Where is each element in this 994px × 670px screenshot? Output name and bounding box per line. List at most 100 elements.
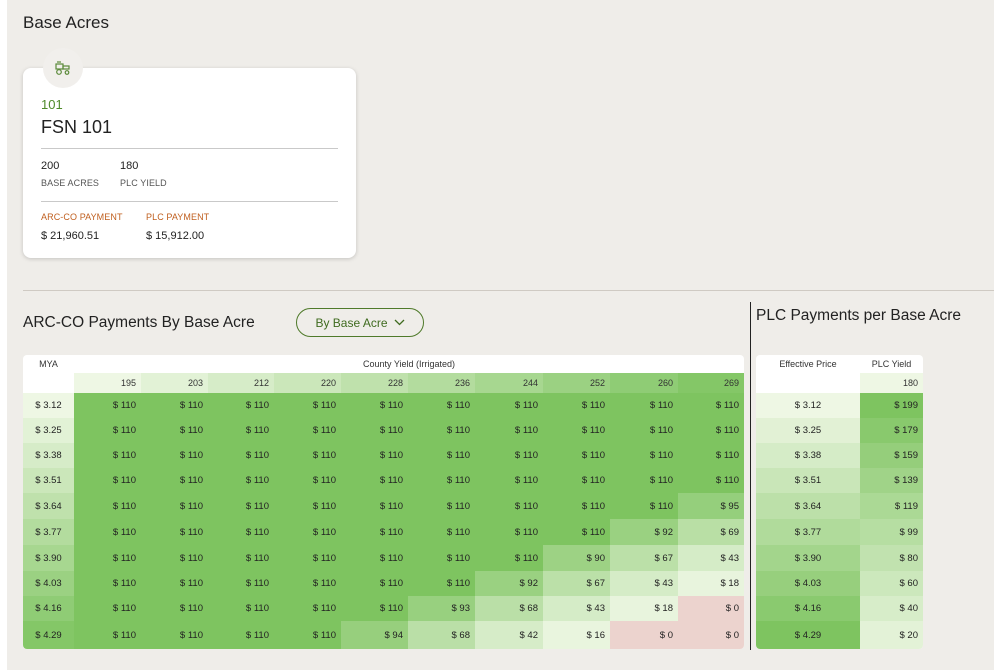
arc-payment-cell: $ 110 bbox=[341, 418, 408, 443]
card-divider bbox=[41, 148, 338, 149]
arc-payment-cell: $ 16 bbox=[543, 621, 610, 649]
arc-payment-cell: $ 110 bbox=[208, 493, 274, 519]
arc-payment-cell: $ 110 bbox=[408, 571, 475, 596]
arc-payment-value: $ 21,960.51 bbox=[41, 230, 100, 242]
effective-price-cell: $ 3.25 bbox=[756, 418, 860, 443]
arc-payment-cell: $ 67 bbox=[610, 545, 678, 571]
arc-payment-cell: $ 110 bbox=[341, 519, 408, 545]
yield-header: 228 bbox=[341, 373, 408, 393]
arc-payment-cell: $ 110 bbox=[475, 519, 543, 545]
plc-payment-cell: $ 119 bbox=[860, 493, 923, 519]
arc-payment-cell: $ 110 bbox=[475, 493, 543, 519]
mya-cell: $ 4.03 bbox=[23, 571, 74, 596]
arc-payment-cell: $ 110 bbox=[274, 418, 341, 443]
arc-payment-cell: $ 110 bbox=[341, 443, 408, 468]
arc-payment-cell: $ 110 bbox=[208, 519, 274, 545]
base-acres-title: Base Acres bbox=[23, 13, 109, 32]
yield-header: 244 bbox=[475, 373, 543, 393]
mya-cell: $ 3.51 bbox=[23, 468, 74, 493]
arc-payment-cell: $ 0 bbox=[678, 596, 744, 621]
county-yield-header: County Yield (Irrigated) bbox=[362, 359, 456, 369]
arc-payment-cell: $ 110 bbox=[141, 493, 208, 519]
yield-header: 236 bbox=[408, 373, 475, 393]
arc-payment-cell: $ 110 bbox=[141, 443, 208, 468]
arc-payment-cell: $ 92 bbox=[475, 571, 543, 596]
effective-price-header: Effective Price bbox=[779, 359, 837, 369]
arc-payment-cell: $ 110 bbox=[678, 443, 744, 468]
arc-payment-cell: $ 43 bbox=[610, 571, 678, 596]
yield-header: 220 bbox=[274, 373, 341, 393]
plc-yield-header: PLC Yield bbox=[871, 359, 912, 369]
arc-payment-cell: $ 18 bbox=[610, 596, 678, 621]
arc-payment-cell: $ 110 bbox=[341, 468, 408, 493]
yield-header: 260 bbox=[610, 373, 678, 393]
arc-payment-cell: $ 110 bbox=[74, 571, 141, 596]
mya-cell: $ 3.64 bbox=[23, 493, 74, 519]
arc-payment-cell: $ 110 bbox=[74, 393, 141, 418]
arc-payment-cell: $ 90 bbox=[543, 545, 610, 571]
arc-payment-cell: $ 110 bbox=[678, 418, 744, 443]
plc-yield-label: PLC YIELD bbox=[120, 178, 167, 188]
arc-payment-cell: $ 110 bbox=[74, 621, 141, 649]
arc-payment-cell: $ 110 bbox=[543, 443, 610, 468]
arc-payment-cell: $ 68 bbox=[475, 596, 543, 621]
arc-payment-cell: $ 110 bbox=[274, 519, 341, 545]
arc-payment-cell: $ 110 bbox=[408, 545, 475, 571]
farm-card[interactable]: 101 FSN 101 200 BASE ACRES 180 PLC YIELD… bbox=[23, 48, 356, 258]
tractor-icon bbox=[43, 48, 83, 88]
base-acre-dropdown[interactable]: By Base Acre bbox=[296, 308, 424, 337]
plc-payment-cell: $ 199 bbox=[860, 393, 923, 418]
arc-payment-cell: $ 110 bbox=[274, 443, 341, 468]
mya-header: MYA bbox=[39, 359, 58, 369]
arc-payment-cell: $ 18 bbox=[678, 571, 744, 596]
arc-payment-cell: $ 110 bbox=[141, 621, 208, 649]
effective-price-cell: $ 3.51 bbox=[756, 468, 860, 493]
arc-payment-cell: $ 110 bbox=[408, 418, 475, 443]
effective-price-cell: $ 3.64 bbox=[756, 493, 860, 519]
card-divider bbox=[41, 201, 338, 202]
arc-payment-cell: $ 110 bbox=[141, 418, 208, 443]
arc-payment-cell: $ 69 bbox=[678, 519, 744, 545]
arc-payment-cell: $ 43 bbox=[543, 596, 610, 621]
arc-payment-cell: $ 110 bbox=[543, 519, 610, 545]
vertical-divider bbox=[750, 302, 751, 650]
arc-payment-cell: $ 110 bbox=[408, 493, 475, 519]
section-divider bbox=[23, 290, 994, 291]
arc-payment-cell: $ 110 bbox=[141, 519, 208, 545]
arc-payment-cell: $ 110 bbox=[74, 493, 141, 519]
arc-payment-cell: $ 110 bbox=[475, 468, 543, 493]
plc-payment-cell: $ 40 bbox=[860, 596, 923, 621]
mya-cell: $ 3.77 bbox=[23, 519, 74, 545]
arc-payment-cell: $ 110 bbox=[141, 468, 208, 493]
arc-payment-cell: $ 110 bbox=[208, 621, 274, 649]
arc-payment-cell: $ 110 bbox=[74, 519, 141, 545]
effective-price-cell: $ 4.03 bbox=[756, 571, 860, 596]
arc-payments-table: MYA County Yield (Irrigated) 195 203 212 220 2… bbox=[23, 355, 744, 649]
plc-payment-cell: $ 60 bbox=[860, 571, 923, 596]
arc-payment-cell: $ 110 bbox=[475, 545, 543, 571]
arc-payment-cell: $ 110 bbox=[610, 393, 678, 418]
arc-payment-cell: $ 94 bbox=[341, 621, 408, 649]
arc-section-title: ARC-CO Payments By Base Acre bbox=[23, 314, 255, 331]
chevron-down-icon bbox=[394, 319, 404, 326]
base-acres-label: BASE ACRES bbox=[41, 178, 100, 188]
arc-payment-cell: $ 0 bbox=[610, 621, 678, 649]
arc-payment-cell: $ 110 bbox=[274, 621, 341, 649]
plc-payment-cell: $ 80 bbox=[860, 545, 923, 571]
arc-payment-cell: $ 110 bbox=[208, 596, 274, 621]
effective-price-cell: $ 3.90 bbox=[756, 545, 860, 571]
arc-payment-cell: $ 110 bbox=[208, 468, 274, 493]
base-acres-value: 200 bbox=[41, 160, 60, 172]
arc-payment-cell: $ 110 bbox=[610, 468, 678, 493]
plc-payment-cell: $ 159 bbox=[860, 443, 923, 468]
plc-payment-cell: $ 20 bbox=[860, 621, 923, 649]
plc-yield-value: 180 bbox=[860, 373, 923, 393]
plc-payments-table: Effective Price PLC Yield 180 $ 3.12 $ 199 $ … bbox=[756, 355, 923, 649]
arc-payment-cell: $ 110 bbox=[543, 493, 610, 519]
arc-payment-cell: $ 110 bbox=[610, 443, 678, 468]
mya-cell: $ 4.29 bbox=[23, 621, 74, 649]
plc-yield-value: 180 bbox=[120, 160, 139, 172]
effective-price-cell: $ 3.77 bbox=[756, 519, 860, 545]
plc-section-title: PLC Payments per Base Acre bbox=[756, 307, 962, 324]
yield-header: 195 bbox=[74, 373, 141, 393]
